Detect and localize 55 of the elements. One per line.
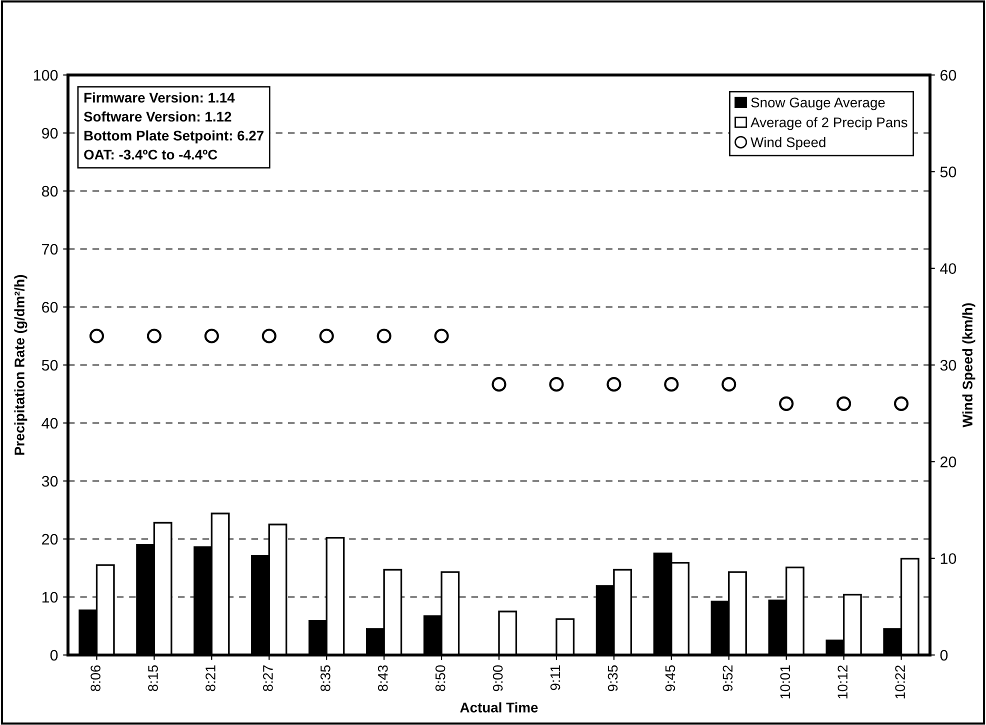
x-tick-label: 9:35 xyxy=(608,665,618,692)
y-tick-label: 50 xyxy=(42,360,58,371)
y-tick-label: 40 xyxy=(42,418,58,429)
point xyxy=(894,396,909,411)
x-tick-label: 10:22 xyxy=(895,665,905,698)
point xyxy=(204,328,219,344)
point xyxy=(836,396,852,411)
point xyxy=(146,328,162,344)
x-tick-label: 8:43 xyxy=(378,665,388,692)
point xyxy=(319,328,334,344)
point xyxy=(664,377,679,392)
x-tick-label: 8:35 xyxy=(320,665,330,692)
point xyxy=(492,377,506,392)
x-tick-label: 10:01 xyxy=(780,665,790,698)
x-tick-label: 10:12 xyxy=(838,665,848,698)
y-tick-label: 70 xyxy=(42,244,58,255)
point xyxy=(376,328,392,344)
y2-tick-label: 30 xyxy=(940,360,956,371)
point xyxy=(549,377,564,392)
annotation: Firmware Version: 1.14 Software Version: 1.12 Bottom Plate Setpoint: 6.27 OAT: -3.4ºC to -4.4ºC xyxy=(84,92,264,160)
x-tick-label: 9:00 xyxy=(492,665,503,692)
y2-axis-title: Wind Speed (km/h) xyxy=(962,303,976,428)
x-axis-title: Actual Time xyxy=(460,702,538,712)
point xyxy=(722,377,736,392)
y-tick-label: 60 xyxy=(42,302,58,313)
y-tick-label: 0 xyxy=(50,650,58,661)
x-tick-label: 8:06 xyxy=(90,665,100,692)
y-tick-label: 30 xyxy=(42,476,58,487)
point xyxy=(434,328,449,344)
x-tick-label: 9:11 xyxy=(550,665,560,690)
y2-tick-label: 20 xyxy=(940,456,956,468)
legend-label: Snow Gauge Average xyxy=(751,98,885,110)
y-tick-label: 80 xyxy=(42,186,58,197)
x-tick-label: 9:45 xyxy=(665,665,676,692)
y2-tick-label: 10 xyxy=(940,553,956,564)
x-tick-label: 8:50 xyxy=(435,665,446,692)
y2-tick-label: 40 xyxy=(940,263,956,274)
y-tick-label: 10 xyxy=(42,592,58,603)
point xyxy=(89,328,104,344)
x-tick-label: 8:27 xyxy=(263,665,273,692)
y2-tick-label: 0 xyxy=(940,650,948,661)
legend-label: Average of 2 Precip Pans xyxy=(750,117,908,130)
y-tick-label: 20 xyxy=(42,534,58,545)
point xyxy=(262,328,276,344)
y2-tick-label: 50 xyxy=(940,166,956,178)
x-tick-label: 8:21 xyxy=(206,665,216,692)
y-tick-label: 100 xyxy=(34,70,58,81)
point xyxy=(779,396,794,411)
x-tick-label: 8:15 xyxy=(148,665,158,692)
point xyxy=(606,377,622,392)
legend-label: Wind Speed xyxy=(750,137,826,150)
y2-tick-label: 60 xyxy=(940,70,956,81)
x-tick-label: 9:52 xyxy=(722,665,733,692)
y-tick-label: 90 xyxy=(42,128,58,139)
y-axis-title: Precipitation Rate (g/dm²/h) xyxy=(14,275,28,455)
